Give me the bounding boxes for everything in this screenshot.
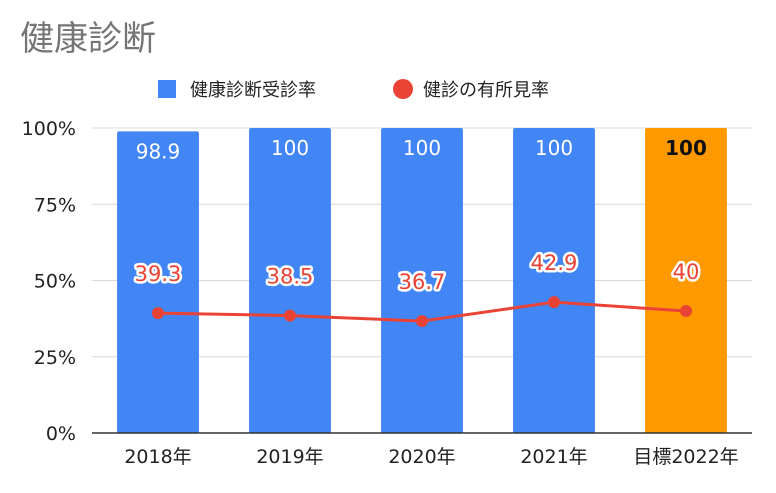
legend-label-line: 健診の有所見率 xyxy=(423,80,549,101)
bar xyxy=(249,128,331,433)
bar xyxy=(513,128,595,433)
x-tick-label: 2019年 xyxy=(256,446,323,468)
y-tick-label: 50% xyxy=(34,271,76,293)
legend-swatch-line xyxy=(393,79,413,99)
x-tick-label: 2021年 xyxy=(520,446,587,468)
line-data-label: 42.9 xyxy=(531,251,578,275)
bar-data-label: 100 xyxy=(403,136,441,160)
bar-data-label: 100 xyxy=(535,136,573,160)
bar-data-label: 100 xyxy=(665,136,707,160)
bar-data-label: 98.9 xyxy=(136,139,181,163)
line-point xyxy=(548,296,560,309)
y-tick-label: 100% xyxy=(22,118,76,140)
line-data-label: 38.5 xyxy=(267,265,314,289)
line-data-label: 36.7 xyxy=(399,270,446,294)
line-series: 39.3 38.5 36.7 42.9 40 xyxy=(132,249,702,328)
x-tick-label: 2020年 xyxy=(388,446,455,468)
y-tick-label: 25% xyxy=(34,347,76,369)
line-data-label: 40 xyxy=(673,260,700,284)
line-data-label: 39.3 xyxy=(135,262,182,286)
y-tick-label: 75% xyxy=(34,194,76,216)
y-tick-label: 0% xyxy=(46,423,76,445)
chart-title: 健康診断 xyxy=(20,19,156,59)
y-axis-ticks: 0% 25% 50% 75% 100% xyxy=(22,118,76,445)
line-point xyxy=(152,307,164,320)
x-tick-label: 2018年 xyxy=(124,446,191,468)
bars: 98.9 100 100 100 100 xyxy=(117,128,727,434)
line-point xyxy=(284,309,296,322)
line-point xyxy=(416,315,428,328)
x-tick-label: 目標2022年 xyxy=(633,446,738,468)
line-point xyxy=(680,305,692,317)
bar xyxy=(381,128,463,433)
legend-label-bar: 健康診断受診率 xyxy=(190,80,316,101)
bar xyxy=(117,131,199,434)
bar-data-label: 100 xyxy=(271,136,309,160)
bar xyxy=(645,128,727,433)
legend: 健康診断受診率 健診の有所見率 xyxy=(158,79,549,101)
legend-swatch-bar xyxy=(158,80,176,98)
x-axis-ticks: 2018年 2019年 2020年 2021年 目標2022年 xyxy=(124,446,738,468)
